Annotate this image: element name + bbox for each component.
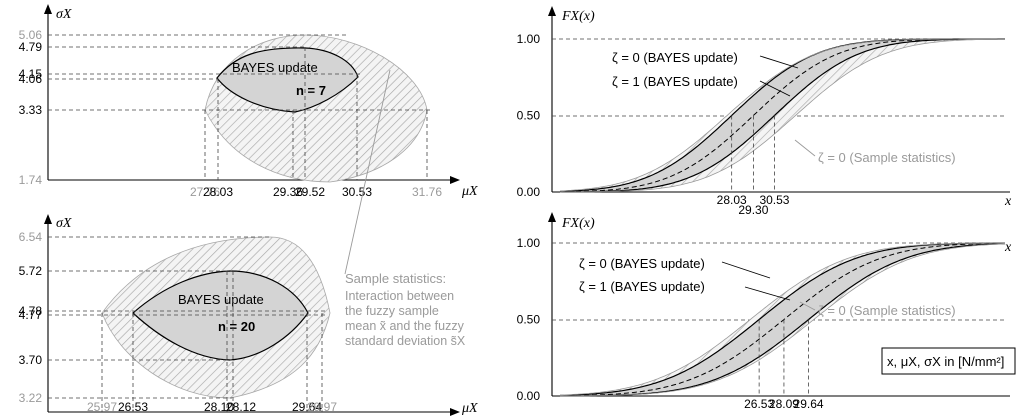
cdf-line <box>560 38 1005 193</box>
n-label: n = 7 <box>296 83 326 98</box>
note-line: standard deviation s̃X <box>345 334 466 348</box>
y-axis-label: FX(x) <box>561 9 595 24</box>
x-tick-label: 29.97 <box>307 400 337 414</box>
cdf-curves <box>559 242 1006 397</box>
x-tick-label: 29.36 <box>273 185 303 199</box>
cdf-curves <box>559 38 1005 193</box>
panel-bottom-left: σX μX BAYES update n = 20 6.54 5.72 4.784.… <box>19 214 478 416</box>
units-text: x, μX, σX in [N/mm²] <box>887 354 1004 369</box>
y-arrow <box>44 4 52 14</box>
cdf-line-gray <box>560 242 1005 396</box>
y-tick-label: 4.78 <box>19 304 43 318</box>
y-arrow <box>548 6 556 16</box>
x-arrow <box>450 176 460 184</box>
y-tick-labels: 6.54 5.72 4.784.77 3.70 3.22 <box>19 230 43 405</box>
series-label: ζ = 0 (Sample statistics) <box>818 303 956 318</box>
x-tick-label: 25.97 <box>87 400 117 414</box>
y-tick-label: 5.72 <box>19 264 43 278</box>
x-arrow <box>450 408 460 416</box>
x-tick-label: 29.30 <box>738 203 768 217</box>
bayes-label: BAYES update <box>232 60 318 75</box>
y-arrow <box>44 214 52 224</box>
x-tick-label: 29.64 <box>794 397 824 411</box>
bayes-band <box>560 243 1005 396</box>
series-label: ζ = 0 (BAYES update) <box>612 50 738 65</box>
note-line: Interaction between <box>345 289 454 303</box>
panel-top-left: σX μX BAYES update n = 7 5.064.79 4.154.0… <box>19 4 478 199</box>
y-tick-label: 4.06 <box>19 72 43 86</box>
series-label: ζ = 1 (BAYES update) <box>579 279 705 294</box>
x-axis-label: x <box>1004 240 1012 255</box>
y-axis-label: σX <box>56 7 72 22</box>
cdf-line-gray <box>559 38 1005 193</box>
y-tick-label: 4.15 <box>19 67 43 81</box>
y-axis-label: σX <box>56 216 72 231</box>
series-label: ζ = 1 (BAYES update) <box>612 74 738 89</box>
x-tick-label: 26.53 <box>744 397 774 411</box>
x-tick-label: 28.12 <box>226 400 256 414</box>
y-tick-labels: 0.00 0.50 1.00 <box>517 236 541 403</box>
x-tick-label: 26.53 <box>118 400 148 414</box>
x-tick-label: 31.76 <box>412 185 442 199</box>
y-tick-label: 3.33 <box>19 103 43 117</box>
y-tick-labels: 0.00 0.50 1.00 <box>517 32 541 199</box>
bayes-label: BAYES update <box>178 292 264 307</box>
y-tick-label: 1.74 <box>19 173 43 187</box>
sample-statistics-note: Sample statistics: Interaction between t… <box>344 69 466 348</box>
x-tick-label: 28.09 <box>769 397 799 411</box>
y-tick-label: 0.50 <box>517 313 541 327</box>
n-label: n = 20 <box>218 319 255 334</box>
x-axis-label: x <box>1004 194 1012 209</box>
note-line: mean x̃ and the fuzzy <box>345 319 465 333</box>
y-tick-label: 0.00 <box>517 389 541 403</box>
bayes-region <box>216 47 359 113</box>
x-tick-label: 29.64 <box>292 400 322 414</box>
y-tick-label: 5.06 <box>19 28 43 42</box>
note-title: Sample statistics: <box>345 271 446 286</box>
x-tick-label: 29.52 <box>295 185 325 199</box>
x-tick-label: 30.53 <box>342 185 372 199</box>
y-tick-labels: 5.064.79 4.154.06 3.33 1.74 <box>19 28 43 187</box>
note-line: the fuzzy sample <box>345 304 439 318</box>
series-label: ζ = 0 (BAYES update) <box>579 256 705 271</box>
y-tick-label: 1.00 <box>517 236 541 250</box>
y-tick-label: 4.79 <box>19 40 43 54</box>
y-tick-label: 0.00 <box>517 185 541 199</box>
y-tick-label: 4.77 <box>19 308 43 322</box>
y-tick-label: 0.50 <box>517 109 541 123</box>
x-axis-label: μX <box>461 401 478 416</box>
cdf-line-mean <box>559 242 1005 397</box>
y-tick-label: 3.70 <box>19 353 43 367</box>
y-tick-label: 6.54 <box>19 230 43 244</box>
x-tick-label: 28.03 <box>717 193 747 207</box>
sample-statistics-band <box>560 39 1005 192</box>
x-tick-label: 28.03 <box>203 185 233 199</box>
x-tick-label: 28.10 <box>204 400 234 414</box>
cdf-line-gray <box>559 38 1005 192</box>
x-axis-label: μX <box>461 184 478 199</box>
cdf-line-gray <box>560 243 1006 397</box>
bayes-region <box>132 270 309 361</box>
y-tick-label: 1.00 <box>517 32 541 46</box>
x-tick-label: 27.76 <box>190 185 220 199</box>
y-axis-label: FX(x) <box>561 216 595 231</box>
y-arrow <box>548 212 556 222</box>
cdf-line-mean <box>559 38 1005 193</box>
series-label: ζ = 0 (Sample statistics) <box>818 150 956 165</box>
y-tick-label: 3.22 <box>19 391 43 405</box>
units-box <box>881 347 1016 375</box>
x-tick-label: 30.53 <box>759 193 789 207</box>
